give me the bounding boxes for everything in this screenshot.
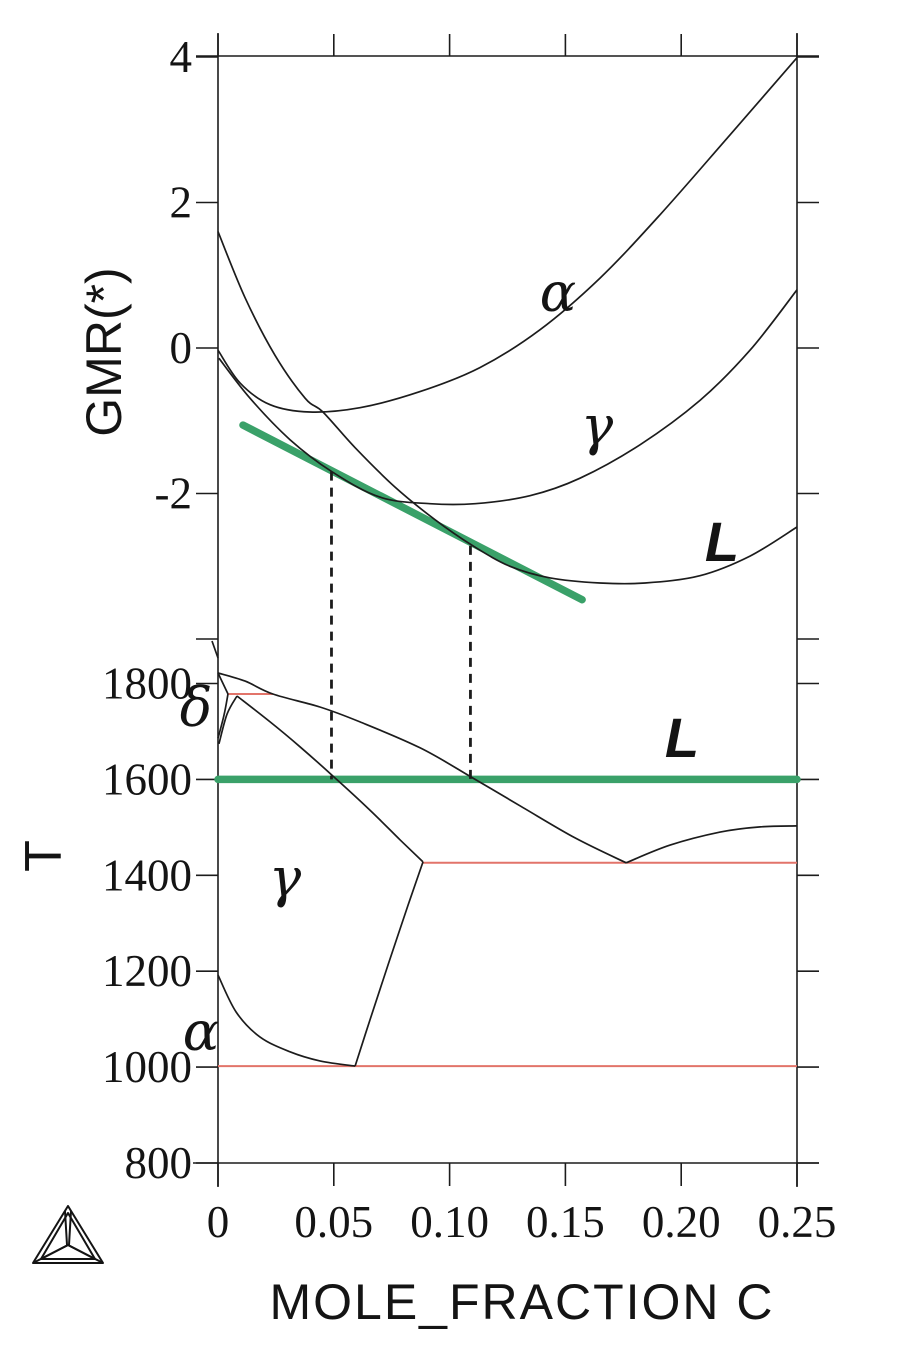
phase-label-alpha-lower: α <box>183 1000 219 1063</box>
x-tick-label: 0.20 <box>642 1197 721 1247</box>
curve-gibbs-gamma-gibbs <box>218 289 798 506</box>
gmr-tick-label: 2 <box>170 178 193 228</box>
phase-label-gamma-lower: γ <box>269 846 302 909</box>
axis-stub <box>211 640 219 659</box>
curve-phase-diagram-liquidus-left <box>217 672 627 864</box>
curve-phase-diagram-gamma-solidus <box>236 695 424 863</box>
phase-label-alpha-upper: α <box>540 261 576 324</box>
x-tick-label: 0.25 <box>758 1197 837 1247</box>
t-tick-label: 1200 <box>102 946 192 996</box>
curve-phase-diagram-gamma-alpha-boundary <box>217 974 356 1067</box>
curve-gibbs-alpha-gibbs <box>217 57 798 413</box>
y-axis-title-gmr: GMR(*) <box>76 267 132 437</box>
gmr-tick-label: 4 <box>170 32 193 82</box>
curve-gibbs-liquid-gibbs <box>217 231 798 585</box>
curve-phase-diagram-liquidus-right <box>625 825 798 864</box>
phase-label-liquid-lower: L <box>665 706 699 769</box>
x-tick-label: 0 <box>207 1197 230 1247</box>
x-tick-label: 0.05 <box>294 1197 373 1247</box>
y-axis-title-temperature: T <box>15 840 73 872</box>
x-axis-title: MOLE_FRACTION C <box>269 1274 775 1330</box>
curve-phase-diagram-gamma-upper-left <box>218 695 238 745</box>
thermocalc-logo-icon <box>32 1205 104 1264</box>
t-tick-label: 1400 <box>102 850 192 900</box>
phase-label-gamma-upper: γ <box>581 394 614 457</box>
gmr-tick-label: 0 <box>170 323 193 373</box>
gmr-tick-label: -2 <box>155 469 193 519</box>
curve-phase-diagram-delta-gamma-left <box>217 693 229 739</box>
t-tick-label: 1000 <box>102 1042 192 1092</box>
x-tick-label: 0.10 <box>410 1197 489 1247</box>
curve-phase-diagram-delta-solidus <box>217 672 229 695</box>
curve-phase-diagram-gamma-right-boundary <box>354 861 424 1067</box>
t-tick-label: 800 <box>125 1138 193 1188</box>
curve-gibbs-common-tangent <box>239 421 586 604</box>
phase-label-liquid-upper: L <box>705 510 739 573</box>
t-tick-label: 1600 <box>102 754 192 804</box>
t-tick-label: 1800 <box>102 659 192 709</box>
x-tick-label: 0.15 <box>526 1197 605 1247</box>
phase-label-delta-lower: δ <box>180 676 213 739</box>
